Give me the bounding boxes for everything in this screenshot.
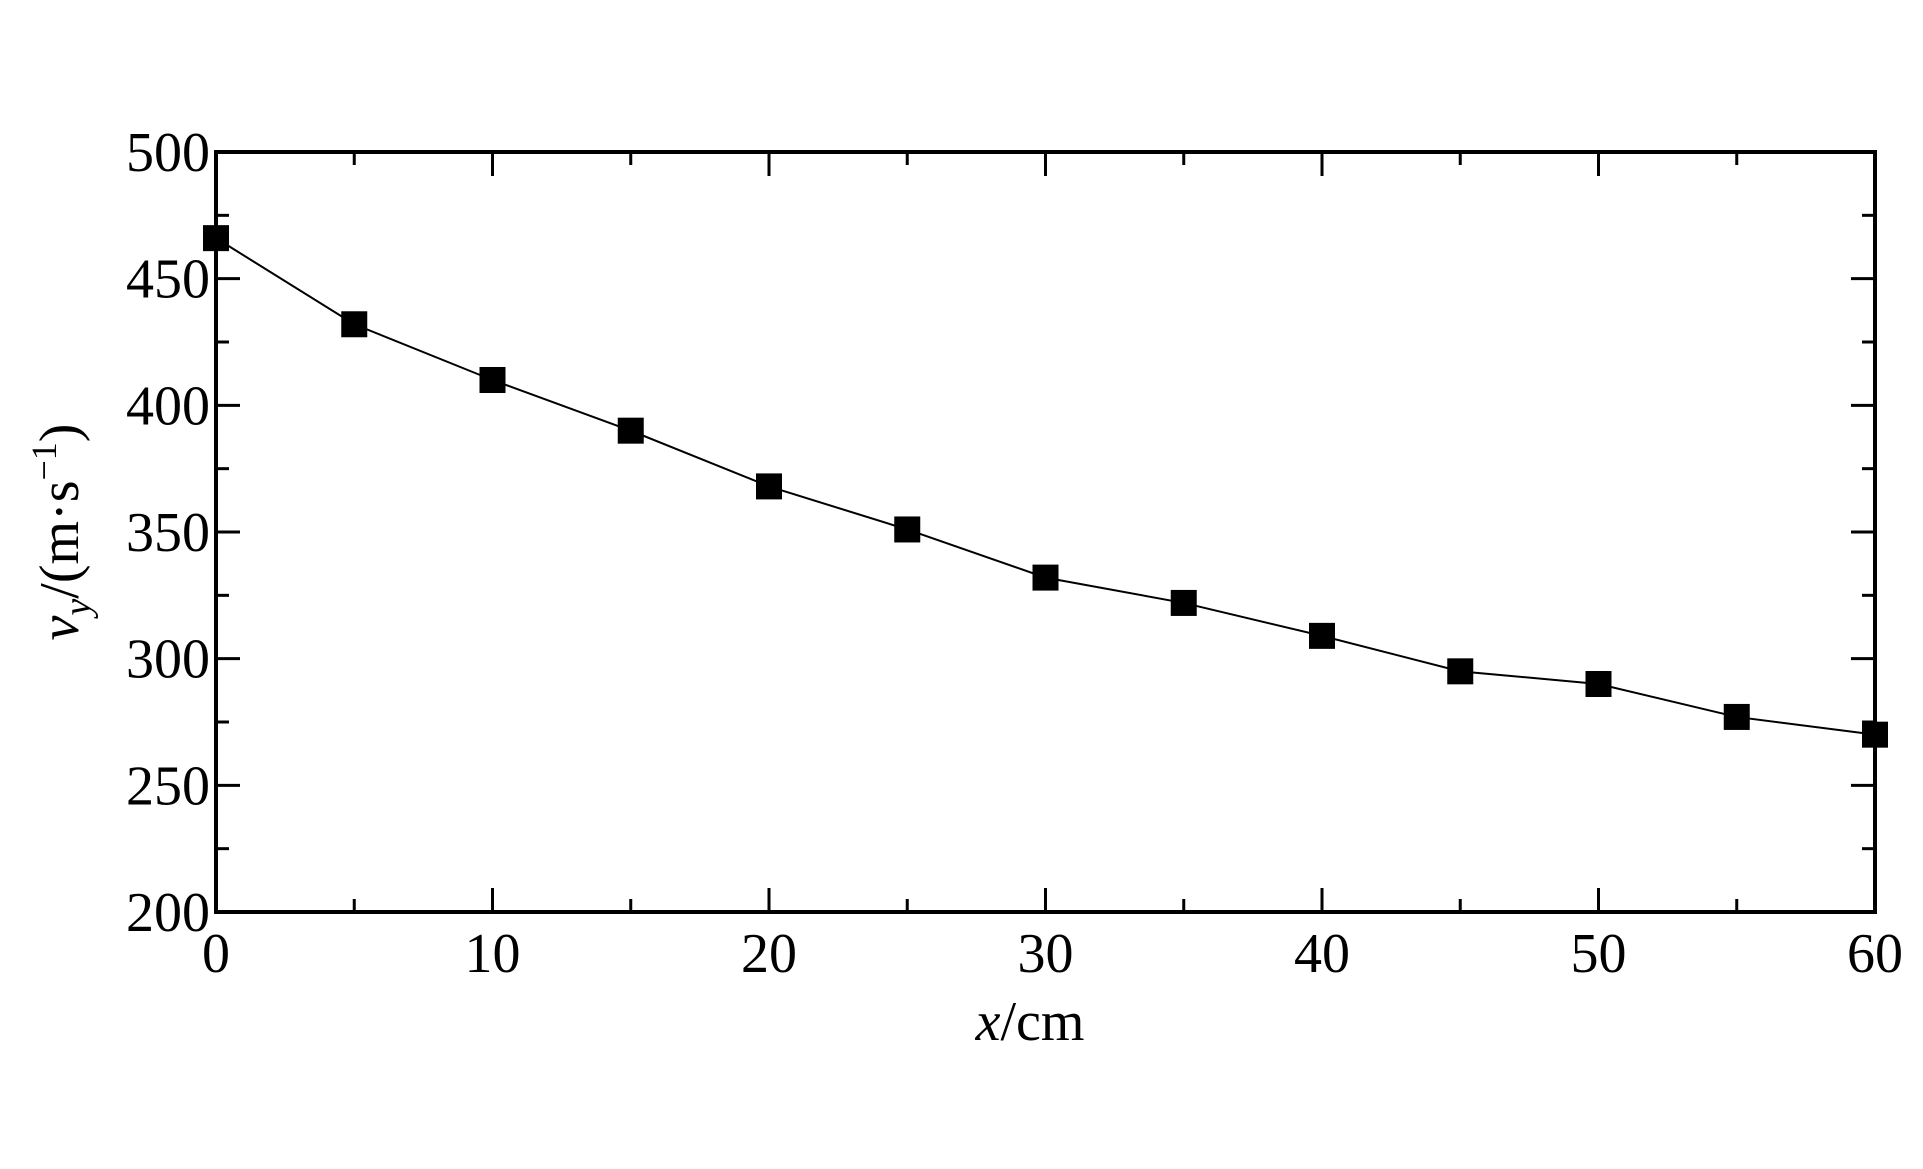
y-axis-label: vy/(m·s−1) — [24, 424, 99, 641]
x-tick-label: 0 — [202, 923, 230, 985]
y-label-subscript: y — [57, 599, 99, 620]
y-label-symbol: v — [29, 615, 91, 640]
x-tick-label: 50 — [1571, 923, 1627, 985]
data-point — [1309, 622, 1335, 649]
data-point — [1723, 703, 1750, 730]
y-tick-label: 200 — [126, 882, 210, 944]
data-point — [1447, 658, 1474, 685]
data-point — [617, 417, 644, 444]
data-point — [756, 473, 782, 500]
data-point — [341, 311, 368, 338]
y-tick-label: 450 — [126, 249, 210, 311]
y-tick-label: 250 — [126, 755, 210, 817]
y-label-superscript: −1 — [24, 442, 64, 480]
x-tick-label: 60 — [1847, 923, 1903, 985]
plot-frame — [214, 150, 1877, 914]
x-label-symbol: x — [975, 991, 1001, 1053]
x-tick-label: 20 — [741, 923, 797, 985]
y-tick-label: 300 — [126, 629, 210, 691]
data-point — [1170, 589, 1197, 616]
y-tick-label: 500 — [126, 122, 210, 184]
data-point — [1032, 564, 1059, 591]
data-point — [479, 367, 506, 393]
y-label-close: ) — [29, 424, 91, 443]
data-point — [894, 516, 921, 543]
series-line — [215, 237, 1876, 736]
x-tick-label: 40 — [1294, 923, 1350, 985]
x-tick-label: 30 — [1018, 923, 1074, 985]
data-point — [1585, 671, 1612, 697]
x-tick-label: 10 — [465, 923, 521, 985]
x-label-unit: /cm — [1000, 991, 1084, 1053]
y-tick-label: 400 — [126, 375, 210, 437]
y-label-unit: /(m·s — [29, 481, 91, 599]
y-tick-label: 350 — [126, 502, 210, 564]
x-axis-label: x/cm — [975, 991, 1085, 1053]
